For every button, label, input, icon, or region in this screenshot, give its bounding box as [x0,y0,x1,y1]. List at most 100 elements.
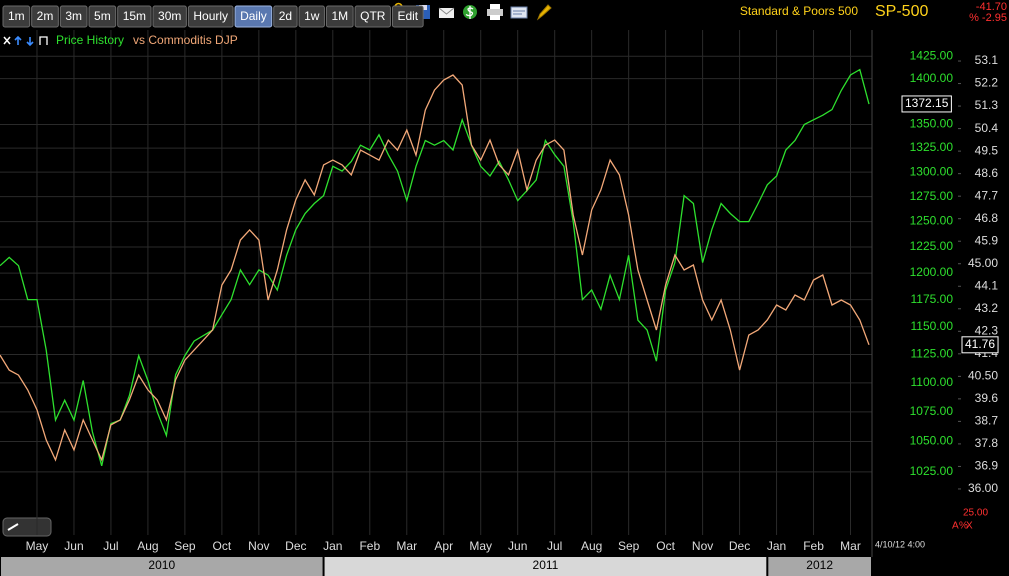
last-value-box [961,336,999,354]
x-tick-label: Sep [618,539,640,553]
y2-tick-label: 44.1 [975,278,999,292]
button-label: Hourly [193,9,228,23]
scale-button[interactable]: % [959,521,968,532]
toolbar-button[interactable]: 3m [59,5,88,28]
down-icon[interactable] [26,37,34,47]
year-band [768,557,871,576]
toolbar-button[interactable]: Hourly [187,5,234,28]
button-label: 2d [279,9,292,23]
y2-tick-label: 45.00 [968,256,998,270]
legend-controls [3,35,48,47]
y2-tick-label: 50.4 [975,121,999,135]
toolbar-button[interactable]: 1w [298,5,325,28]
button-label: Daily [240,9,267,23]
card-icon[interactable] [510,6,528,19]
y2-tick-label: 37.8 [975,436,999,450]
up-icon[interactable] [14,35,22,45]
year-label: 2012 [806,558,833,572]
instrument-name: Standard & Poors 500 [740,4,858,18]
toolbar-icons [393,2,552,21]
pin-icon[interactable] [39,36,48,45]
button-face [2,5,31,28]
y-tick-label: 1025.00 [910,464,954,478]
x-tick-label: Jul [547,539,562,553]
price-change: -41.70 [976,1,1007,13]
y-tick-label: 1350.00 [910,117,954,131]
timestamp: 4/10/12 4:00 [875,539,925,549]
mail-icon[interactable] [438,7,455,18]
button-face [152,5,187,28]
x-tick-label: Jun [508,539,527,553]
x-tick-label: Jul [103,539,118,553]
x-tick-label: Jan [767,539,786,553]
x-tick-label: May [469,539,492,553]
button-face [187,5,234,28]
series-line [0,74,870,462]
close-icon[interactable] [3,36,11,45]
y-tick-label: 1250.00 [910,214,954,228]
y-tick-label: 1225.00 [910,239,954,253]
button-face [234,5,273,28]
toolbar-button[interactable]: QTR [354,5,391,28]
x-tick-label: Aug [581,539,602,553]
button-label: 1M [331,9,348,23]
button-face [325,5,354,28]
x-tick-label: Apr [434,539,453,553]
button-label: 30m [158,9,181,23]
toolbar-button[interactable]: 1m [2,5,31,28]
button-label: 5m [94,9,111,23]
y2-tick-label: 49.5 [975,143,999,157]
year-band [324,557,767,576]
x-tick-label: Feb [803,539,824,553]
toolbar-button[interactable]: Edit [391,5,424,28]
last-value-box [901,95,952,113]
x-tick-label: Mar [840,539,861,553]
y2-tick-label: 43.2 [975,301,999,315]
y-tick-label: 1150.00 [911,319,954,333]
y2-tick-label: 36.00 [968,481,998,495]
plot-area [0,30,872,535]
legend-label: Price History [56,33,124,47]
button-face [88,5,117,28]
button-face [59,5,88,28]
y2-tick-label: 38.7 [975,414,999,428]
x-tick-label: Feb [359,539,380,553]
y-tick-label: 1325.00 [910,140,954,154]
last-value-label: 41.76 [965,337,995,351]
x-tick-label: May [26,539,49,553]
scale-button[interactable]: A [952,521,959,532]
last-value-label: 1372.15 [905,96,949,110]
x-tick-label: Nov [692,539,713,553]
y2-tick-label: 47.7 [975,188,999,202]
scale-button[interactable]: X [966,521,973,532]
y-tick-label: 1425.00 [910,48,954,62]
y-tick-label: 1175.00 [911,292,954,306]
x-tick-label: Oct [656,539,675,553]
x-tick-label: Dec [729,539,750,553]
print-icon[interactable] [487,4,503,20]
button-face [117,5,152,28]
year-label: 2010 [148,558,175,572]
scroll-widget[interactable] [2,517,52,537]
instrument-symbol: SP-500 [875,3,928,20]
y-tick-label: 1075.00 [910,404,954,418]
toolbar-button[interactable]: 5m [88,5,117,28]
pencil-icon[interactable] [536,4,552,21]
scale-value: 25.00 [963,508,988,519]
dollar-icon[interactable] [463,5,477,19]
button-label: 1w [304,9,320,23]
toolbar-button[interactable]: 2d [273,5,298,28]
toolbar-button[interactable]: 30m [152,5,187,28]
y2-tick-label: 39.6 [975,391,999,405]
button-label: 2m [37,9,54,23]
toolbar-button[interactable]: 2m [31,5,59,28]
toolbar-button[interactable]: 1M [325,5,354,28]
button-label: 3m [65,9,82,23]
toolbar-button[interactable]: Daily [234,5,273,28]
x-tick-label: Nov [248,539,269,553]
toolbar-button[interactable]: 15m [117,5,152,28]
y-tick-label: 1200.00 [910,265,954,279]
series-line [0,68,870,466]
